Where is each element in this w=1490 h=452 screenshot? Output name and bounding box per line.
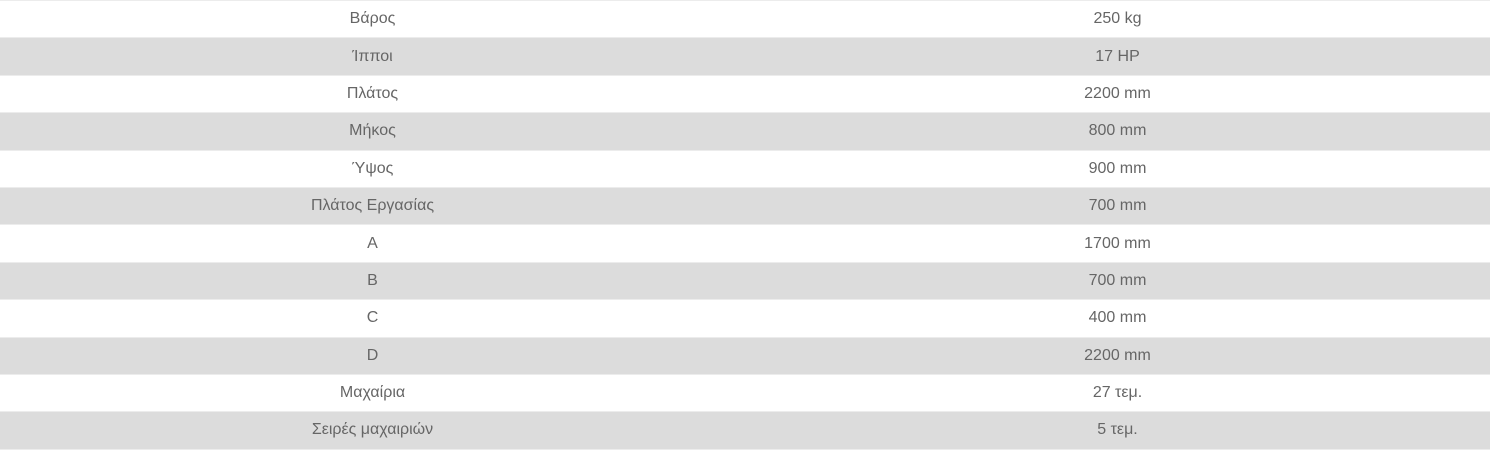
spec-label: Ύψος <box>0 149 745 188</box>
table-row: A 1700 mm <box>0 224 1490 263</box>
spec-value: 2200 mm <box>745 74 1490 114</box>
spec-label: B <box>0 261 745 301</box>
spec-value: 5 τεμ. <box>745 411 1490 450</box>
table-row: C 400 mm <box>0 299 1490 338</box>
table-row: Πλάτος Εργασίας 700 mm <box>0 186 1490 226</box>
table-row: B 700 mm <box>0 261 1490 301</box>
spec-value: 27 τεμ. <box>745 373 1490 413</box>
spec-value: 400 mm <box>745 299 1490 338</box>
table-row: Μήκος 800 mm <box>0 112 1490 151</box>
spec-label: Μαχαίρια <box>0 373 745 413</box>
spec-value: 900 mm <box>745 149 1490 188</box>
spec-label: Μήκος <box>0 112 745 151</box>
spec-value: 17 HP <box>745 37 1490 76</box>
table-row: Βάρος 250 kg <box>0 0 1490 39</box>
spec-label: C <box>0 299 745 338</box>
table-row: Ίπποι 17 HP <box>0 37 1490 76</box>
spec-value: 700 mm <box>745 186 1490 226</box>
spec-label: Πλάτος Εργασίας <box>0 186 745 226</box>
spec-label: Πλάτος <box>0 74 745 114</box>
spec-label: Σειρές μαχαιριών <box>0 411 745 450</box>
spec-value: 2200 mm <box>745 336 1490 375</box>
spec-value: 250 kg <box>745 0 1490 39</box>
table-row: Ύψος 900 mm <box>0 149 1490 188</box>
table-row: Σειρές μαχαιριών 5 τεμ. <box>0 411 1490 450</box>
spec-label: A <box>0 224 745 263</box>
spec-label: Βάρος <box>0 0 745 39</box>
table-row: Μαχαίρια 27 τεμ. <box>0 373 1490 413</box>
spec-value: 800 mm <box>745 112 1490 151</box>
spec-label: Ίπποι <box>0 37 745 76</box>
table-row: Πλάτος 2200 mm <box>0 74 1490 114</box>
spec-value: 700 mm <box>745 261 1490 301</box>
table-row: D 2200 mm <box>0 336 1490 375</box>
spec-value: 1700 mm <box>745 224 1490 263</box>
spec-label: D <box>0 336 745 375</box>
